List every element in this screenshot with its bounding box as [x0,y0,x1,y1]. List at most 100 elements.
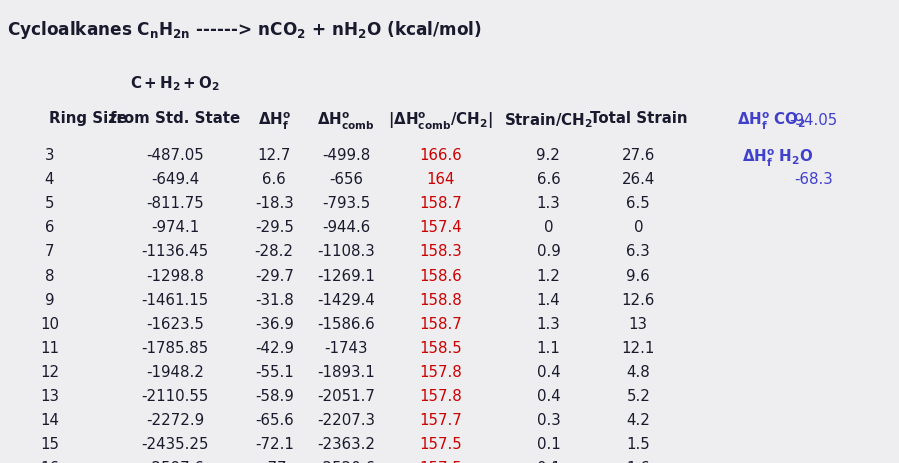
Text: 164: 164 [426,172,455,187]
Text: -18.3: -18.3 [254,196,294,211]
Text: 1.3: 1.3 [537,317,560,332]
Text: 12: 12 [40,365,59,380]
Text: -974.1: -974.1 [151,220,200,235]
Text: -944.6: -944.6 [322,220,370,235]
Text: 9.2: 9.2 [537,148,560,163]
Text: -1623.5: -1623.5 [147,317,204,332]
Text: 4: 4 [45,172,54,187]
Text: $\mathregular{Strain/CH_2}$: $\mathregular{Strain/CH_2}$ [503,111,593,130]
Text: -1785.85: -1785.85 [142,341,209,356]
Text: 0.1: 0.1 [537,437,560,452]
Text: 10: 10 [40,317,59,332]
Text: 158.8: 158.8 [419,293,462,307]
Text: 7: 7 [45,244,54,259]
Text: 0.3: 0.3 [537,413,560,428]
Text: 157.8: 157.8 [419,365,462,380]
Text: $\mathregular{C + H_2 + O_2}$: $\mathregular{C + H_2 + O_2}$ [130,74,220,93]
Text: Total Strain: Total Strain [590,111,687,126]
Text: 0.4: 0.4 [537,389,560,404]
Text: -1948.2: -1948.2 [147,365,204,380]
Text: from Std. State: from Std. State [111,111,240,126]
Text: $\mathregular{\Delta H_{comb}^o}$: $\mathregular{\Delta H_{comb}^o}$ [317,111,375,132]
Text: -2597.6: -2597.6 [147,461,204,463]
Text: $\mathregular{\Delta H_f^o\ CO_2}$: $\mathregular{\Delta H_f^o\ CO_2}$ [737,111,806,132]
Text: $\mathregular{\Delta H_f^o\ H_2O}$: $\mathregular{\Delta H_f^o\ H_2O}$ [742,148,813,169]
Text: -656: -656 [329,172,363,187]
Text: 0: 0 [634,220,643,235]
Text: -2520.6: -2520.6 [317,461,375,463]
Text: 1.5: 1.5 [627,437,650,452]
Text: -2363.2: -2363.2 [317,437,375,452]
Text: -2051.7: -2051.7 [317,389,375,404]
Text: -1586.6: -1586.6 [317,317,375,332]
Text: 13: 13 [628,317,648,332]
Text: 1.3: 1.3 [537,196,560,211]
Text: 12.6: 12.6 [621,293,655,307]
Text: 15: 15 [40,437,59,452]
Text: -2272.9: -2272.9 [147,413,204,428]
Text: -811.75: -811.75 [147,196,204,211]
Text: 13: 13 [40,389,59,404]
Text: 9.6: 9.6 [627,269,650,283]
Text: Ring Size: Ring Size [49,111,128,126]
Text: 12.1: 12.1 [621,341,655,356]
Text: 158.7: 158.7 [419,196,462,211]
Text: $\mathregular{|\Delta H_{comb}^o/CH_2|}$: $\mathregular{|\Delta H_{comb}^o/CH_2|}$ [388,111,493,132]
Text: 3: 3 [45,148,54,163]
Text: -94.05: -94.05 [789,113,838,128]
Text: -1269.1: -1269.1 [317,269,375,283]
Text: 5: 5 [45,196,54,211]
Text: 1.1: 1.1 [537,341,560,356]
Text: 4.8: 4.8 [627,365,650,380]
Text: -42.9: -42.9 [254,341,294,356]
Text: 4.2: 4.2 [627,413,650,428]
Text: 5.2: 5.2 [627,389,650,404]
Text: 157.7: 157.7 [419,413,462,428]
Text: -2110.55: -2110.55 [142,389,209,404]
Text: -68.3: -68.3 [794,172,833,187]
Text: -1429.4: -1429.4 [317,293,375,307]
Text: 166.6: 166.6 [419,148,462,163]
Text: 9: 9 [45,293,54,307]
Text: -36.9: -36.9 [254,317,294,332]
Text: -499.8: -499.8 [322,148,370,163]
Text: -72.1: -72.1 [254,437,294,452]
Text: -649.4: -649.4 [151,172,200,187]
Text: 8: 8 [45,269,54,283]
Text: 157.5: 157.5 [419,461,462,463]
Text: -1136.45: -1136.45 [142,244,209,259]
Text: -28.2: -28.2 [254,244,294,259]
Text: -1893.1: -1893.1 [317,365,375,380]
Text: 27.6: 27.6 [621,148,655,163]
Text: 157.8: 157.8 [419,389,462,404]
Text: 26.4: 26.4 [621,172,655,187]
Text: 11: 11 [40,341,59,356]
Text: -55.1: -55.1 [254,365,294,380]
Text: -58.9: -58.9 [254,389,294,404]
Text: 6.6: 6.6 [537,172,560,187]
Text: -29.7: -29.7 [254,269,294,283]
Text: -793.5: -793.5 [322,196,370,211]
Text: 6: 6 [45,220,54,235]
Text: 0.9: 0.9 [537,244,560,259]
Text: 158.7: 158.7 [419,317,462,332]
Text: 158.5: 158.5 [419,341,462,356]
Text: 6.6: 6.6 [263,172,286,187]
Text: -29.5: -29.5 [254,220,294,235]
Text: 1.2: 1.2 [537,269,560,283]
Text: 6.3: 6.3 [627,244,650,259]
Text: -31.8: -31.8 [254,293,294,307]
Text: Cycloalkanes $\mathregular{C_nH_{2n}}$ ------> $\mathregular{nCO_2}$ + $\mathreg: Cycloalkanes $\mathregular{C_nH_{2n}}$ -… [7,19,482,41]
Text: -2207.3: -2207.3 [317,413,375,428]
Text: -487.05: -487.05 [147,148,204,163]
Text: 158.3: 158.3 [419,244,462,259]
Text: 6.5: 6.5 [627,196,650,211]
Text: 1.6: 1.6 [627,461,650,463]
Text: -1461.15: -1461.15 [142,293,209,307]
Text: -1108.3: -1108.3 [317,244,375,259]
Text: 0.1: 0.1 [537,461,560,463]
Text: 12.7: 12.7 [257,148,291,163]
Text: -2435.25: -2435.25 [141,437,209,452]
Text: 157.5: 157.5 [419,437,462,452]
Text: 0.4: 0.4 [537,365,560,380]
